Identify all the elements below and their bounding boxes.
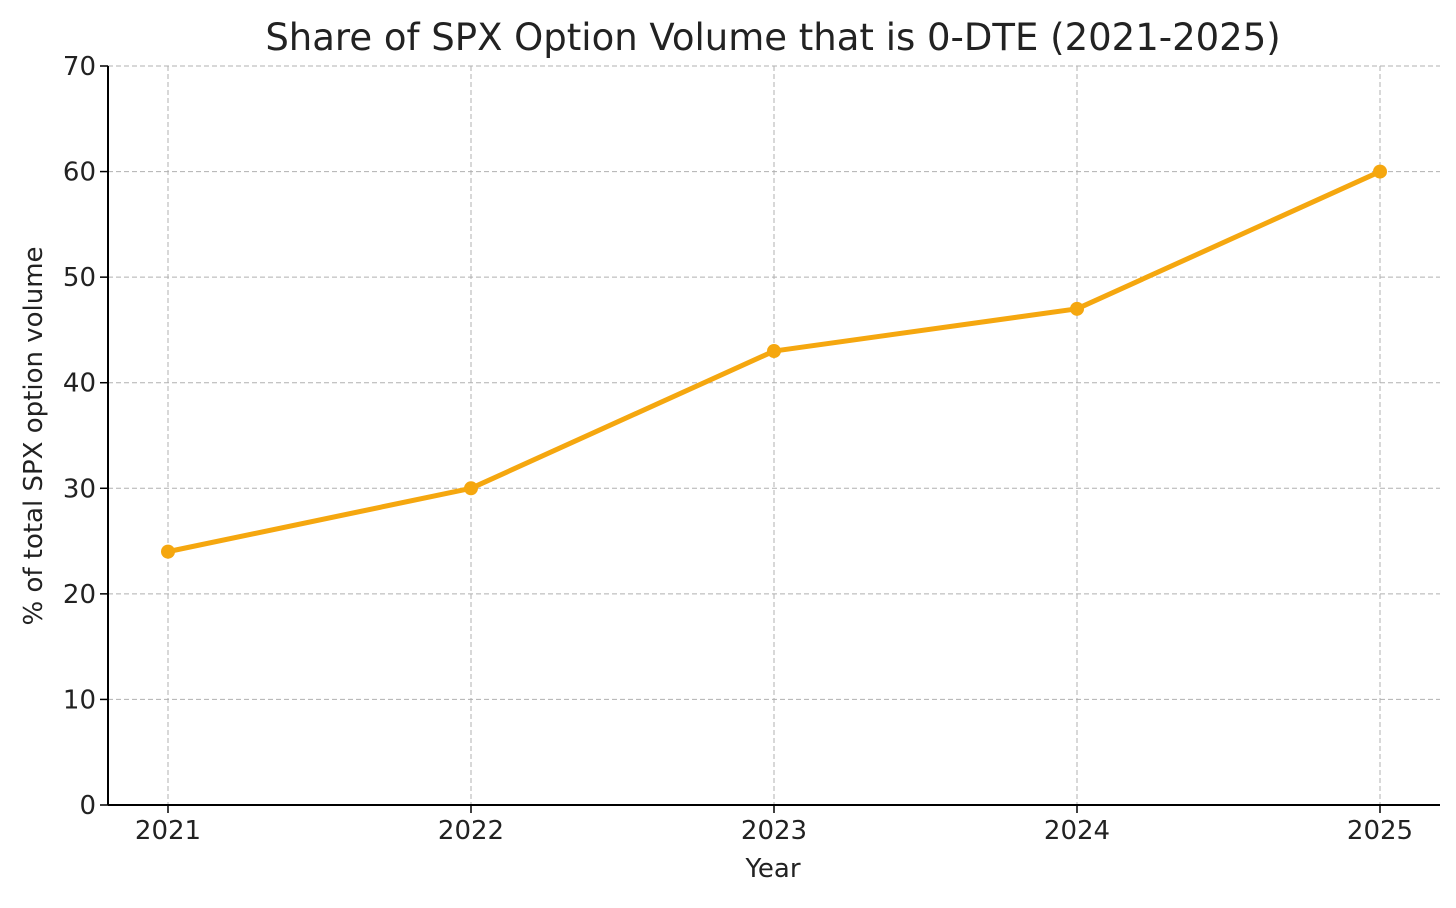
data-point — [161, 544, 175, 559]
grid — [108, 65, 1440, 805]
chart-title: Share of SPX Option Volume that is 0-DTE… — [265, 16, 1280, 59]
y-tick-label: 50 — [63, 263, 96, 293]
y-tick-label: 10 — [63, 685, 96, 715]
y-tick-label: 0 — [79, 791, 96, 821]
x-tick-label: 2025 — [1347, 816, 1413, 846]
x-tick-label: 2024 — [1044, 816, 1110, 846]
x-tick-label: 2021 — [135, 816, 201, 846]
y-tick-label: 20 — [63, 580, 96, 610]
data-point — [1373, 164, 1387, 179]
x-tick-label: 2022 — [438, 816, 504, 846]
y-tick-label: 40 — [63, 369, 96, 399]
y-tick-label: 70 — [63, 52, 96, 82]
y-tick-label: 60 — [63, 158, 96, 188]
data-point — [1070, 301, 1084, 316]
y-axis-label: % of total SPX option volume — [19, 246, 49, 625]
data-point — [464, 481, 478, 496]
y-tick-label: 30 — [63, 474, 96, 504]
x-tick-label: 2023 — [741, 816, 807, 846]
series — [161, 164, 1387, 559]
data-point — [767, 344, 781, 359]
x-axis-label: Year — [744, 854, 800, 884]
ticks: 0 10 20 30 40 50 60 70 2021 2022 2023 2024 2025 — [63, 52, 1413, 846]
